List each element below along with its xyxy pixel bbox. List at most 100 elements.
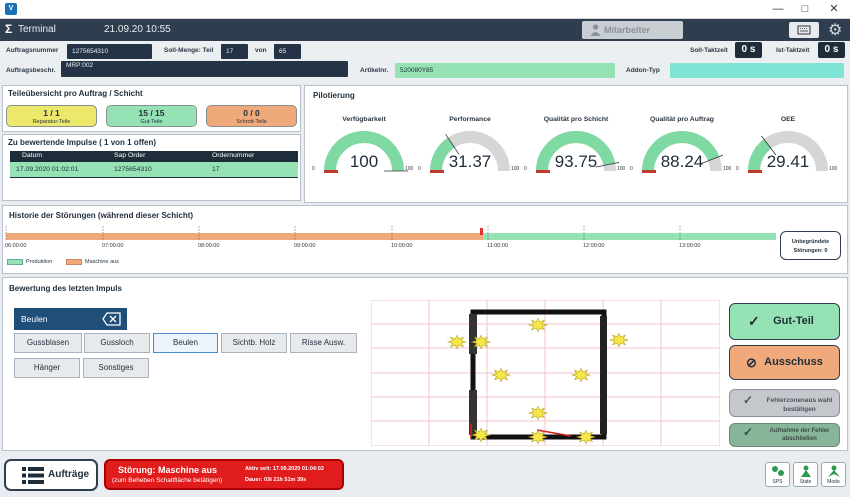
maximize-button[interactable]: □ <box>801 3 809 15</box>
keyboard-button[interactable] <box>789 22 819 38</box>
keyboard-icon <box>797 25 811 35</box>
column-header: Datum <box>10 151 108 161</box>
clear-selection-icon[interactable] <box>102 312 122 326</box>
parts-overview-title: Teileübersicht pro Auftrag / Schicht <box>8 89 143 98</box>
gauge-fill <box>536 131 616 172</box>
timeline-tick-lines <box>5 226 681 240</box>
mode-icon <box>827 465 840 477</box>
timeline-marker <box>480 228 483 235</box>
defect-button[interactable]: Sichtb. Holz <box>221 333 287 353</box>
ausschuss-button[interactable]: ⊘ Ausschuss <box>729 345 840 380</box>
gauge-needle <box>445 134 460 155</box>
header-datetime: 21.09.20 10:55 <box>104 24 171 35</box>
scrap-parts-count: 0 / 0 <box>243 108 260 118</box>
defect-button[interactable]: Sonstiges <box>83 358 149 378</box>
timeline-tick-label: 09:00:00 <box>294 243 316 249</box>
state-button[interactable]: State <box>793 462 818 487</box>
defect-zone-star-icon[interactable] <box>527 317 549 333</box>
defect-button[interactable]: Hänger <box>14 358 80 378</box>
defect-pointer-line <box>536 429 572 437</box>
fehlerzonen-bestaetigen-button[interactable]: ✓ Fehlerzonenaus wahl bestätigen <box>729 389 840 417</box>
gauge-red-band <box>642 170 656 173</box>
artikelnr-value: 520080Y85 <box>395 63 615 78</box>
auftragsbeschr-label: Auftragsbeschr. <box>6 67 56 74</box>
selected-defect-chip: Beulen <box>14 308 127 330</box>
defect-zone-star-icon[interactable] <box>527 405 549 421</box>
gut-teil-label: Gut-Teil <box>773 315 814 327</box>
history-title: Historie der Störungen (während dieser S… <box>9 211 194 220</box>
stoerung-active-since: Aktiv seit: 17.09.2020 01:04:02 <box>245 466 324 472</box>
auftraege-button[interactable]: Aufträge <box>4 459 98 491</box>
impulses-title: Zu bewertende Impulse ( 1 von 1 offen) <box>8 138 157 147</box>
gut-teil-button[interactable]: ✓ Gut-Teil <box>729 303 840 340</box>
mode-button[interactable]: Mode <box>821 462 846 487</box>
soll-taktzeit-value: 0 s <box>735 42 762 58</box>
employee-button[interactable]: Mitarbeiter <box>582 21 683 39</box>
stoerung-duration: Dauer: 03t 21h 51m 39s <box>245 477 307 483</box>
table-row[interactable]: 17.09.2020 01:02:01 1275654310 17 <box>10 160 298 178</box>
scrap-parts-tile: 0 / 0 Schrott-Teile <box>206 105 297 127</box>
minimize-button[interactable]: — <box>772 3 784 15</box>
gauge-scale-min: 0 <box>736 166 739 172</box>
sps-button[interactable]: SPS <box>765 462 790 487</box>
pilotierung-panel: Pilotierung <box>304 85 848 203</box>
impulses-table: Datum Sap Order Ordernummer 17.09.2020 0… <box>10 151 298 178</box>
close-window-button[interactable]: ✕ <box>829 3 839 15</box>
good-parts-tile: 15 / 15 Gut-Teile <box>106 105 197 127</box>
gauge-4 <box>748 131 828 173</box>
defect-zone-markers <box>446 317 630 445</box>
defect-zone-star-icon[interactable] <box>570 367 592 383</box>
ist-taktzeit-value: 0 s <box>818 42 845 58</box>
timeline-tick-label: 06:00:00 <box>5 243 27 249</box>
timeline-chart <box>5 226 776 240</box>
auftragsbeschr-value: MRP:002 <box>61 61 348 77</box>
timeline-tick-label: 10:00:00 <box>391 243 413 249</box>
defect-button[interactable]: Gussloch <box>84 333 150 353</box>
gauge-value: 93.75 <box>554 152 598 171</box>
gauge-red-band <box>430 170 444 173</box>
gauge-scale-min: 0 <box>524 166 527 172</box>
auftragsnummer-label: Auftragsnummer <box>6 47 59 54</box>
defect-button[interactable]: Gussblasen <box>14 333 82 353</box>
app-header: Σ Terminal 21.09.20 10:55 Mitarbeiter ⚙ <box>0 19 850 41</box>
defect-zone-star-icon[interactable] <box>446 334 468 350</box>
aufnahme-abschliessen-button[interactable]: ✓ Aufnahme der Fehler abschließen <box>729 423 840 447</box>
stoerung-button[interactable]: Störung: Maschine aus (zum Beheben Schal… <box>104 459 344 490</box>
selected-defect-label: Beulen <box>21 314 48 324</box>
defect-zone-star-icon[interactable] <box>470 427 492 443</box>
gauge-scale-min: 0 <box>418 166 421 172</box>
scrap-parts-label: Schrott-Teile <box>236 119 267 125</box>
state-label: State <box>799 479 812 485</box>
gauge-fill <box>642 131 720 172</box>
checkmark-icon: ✓ <box>748 313 760 329</box>
gauge-2 <box>536 131 620 173</box>
employee-button-label: Mitarbeiter <box>604 25 651 35</box>
gauge-1 <box>430 131 510 173</box>
mode-label: Mode <box>827 479 840 485</box>
soll-menge-value: 17 <box>221 44 248 59</box>
defect-zone-star-icon[interactable] <box>527 429 549 445</box>
gauge-label: OEE <box>780 116 796 123</box>
table-cell: 17.09.2020 01:02:01 <box>10 160 108 178</box>
gauge-scale-min: 0 <box>312 166 315 172</box>
table-header-row: Datum Sap Order Ordernummer <box>10 151 298 161</box>
defect-zone-star-icon[interactable] <box>490 367 512 383</box>
gauge-value: 88.24 <box>660 152 704 171</box>
part-bracket-left-top <box>469 314 477 354</box>
defect-zone-star-icon[interactable] <box>470 334 492 350</box>
defect-button[interactable]: Beulen <box>153 333 218 353</box>
artikelnr-label: Artikelnr. <box>360 67 389 74</box>
repair-parts-count: 1 / 1 <box>43 108 60 118</box>
gauge-3 <box>642 131 724 173</box>
sps-icon <box>771 466 784 476</box>
checkmark-icon: ✓ <box>743 425 754 439</box>
defect-zone-star-icon[interactable] <box>608 332 630 348</box>
defect-zone-star-icon[interactable] <box>575 429 597 445</box>
addon-value <box>670 63 844 78</box>
defect-button[interactable]: Risse Ausw. <box>290 333 357 353</box>
gauge-fill <box>748 139 772 172</box>
unbegruendet-stoerungen-button[interactable]: Unbegründete Störungen: 0 <box>780 231 841 260</box>
timeline-tick-label: 13:00:00 <box>679 243 701 249</box>
gear-icon[interactable]: ⚙ <box>828 22 843 39</box>
column-header: Ordernummer <box>206 151 298 161</box>
